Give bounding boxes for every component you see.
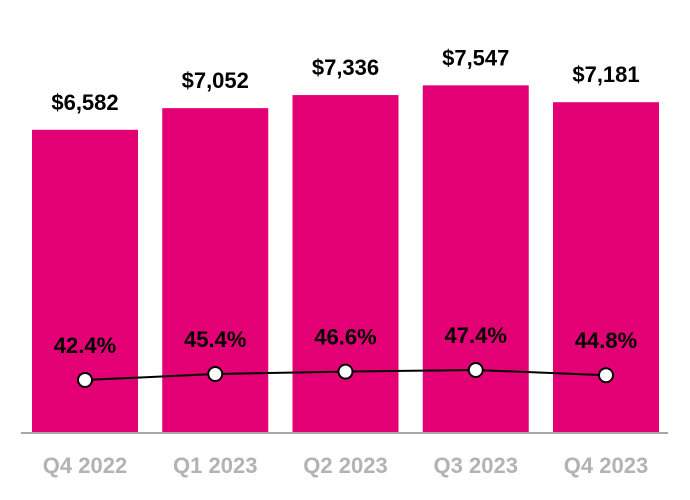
line-point	[467, 362, 484, 378]
bar	[162, 108, 269, 434]
line-value-label: 47.4%	[445, 323, 507, 348]
line-point	[77, 372, 93, 388]
bar-value-label: $6,582	[51, 90, 118, 115]
x-tick-label: Q1 2023	[173, 453, 257, 478]
x-tick-label: Q4 2023	[564, 453, 648, 478]
bar	[422, 85, 529, 434]
x-tick-label: Q2 2023	[303, 453, 387, 478]
bar	[553, 102, 659, 433]
line-value-label: 46.6%	[314, 325, 376, 350]
line-value-label: 45.4%	[184, 327, 246, 352]
bar-value-label: $7,181	[572, 62, 639, 87]
bar-value-label: $7,052	[182, 68, 249, 93]
line-point	[207, 366, 224, 382]
line-point	[598, 367, 614, 384]
bar-value-label: $7,547	[442, 45, 509, 70]
x-tick-label: Q3 2023	[434, 453, 518, 478]
line-value-label: 42.4%	[54, 333, 116, 358]
bar-value-label: $7,336	[312, 55, 379, 80]
line-value-label: 44.8%	[575, 328, 637, 353]
x-tick-label: Q4 2022	[43, 453, 127, 478]
line-point	[337, 363, 354, 380]
bar	[292, 95, 399, 433]
